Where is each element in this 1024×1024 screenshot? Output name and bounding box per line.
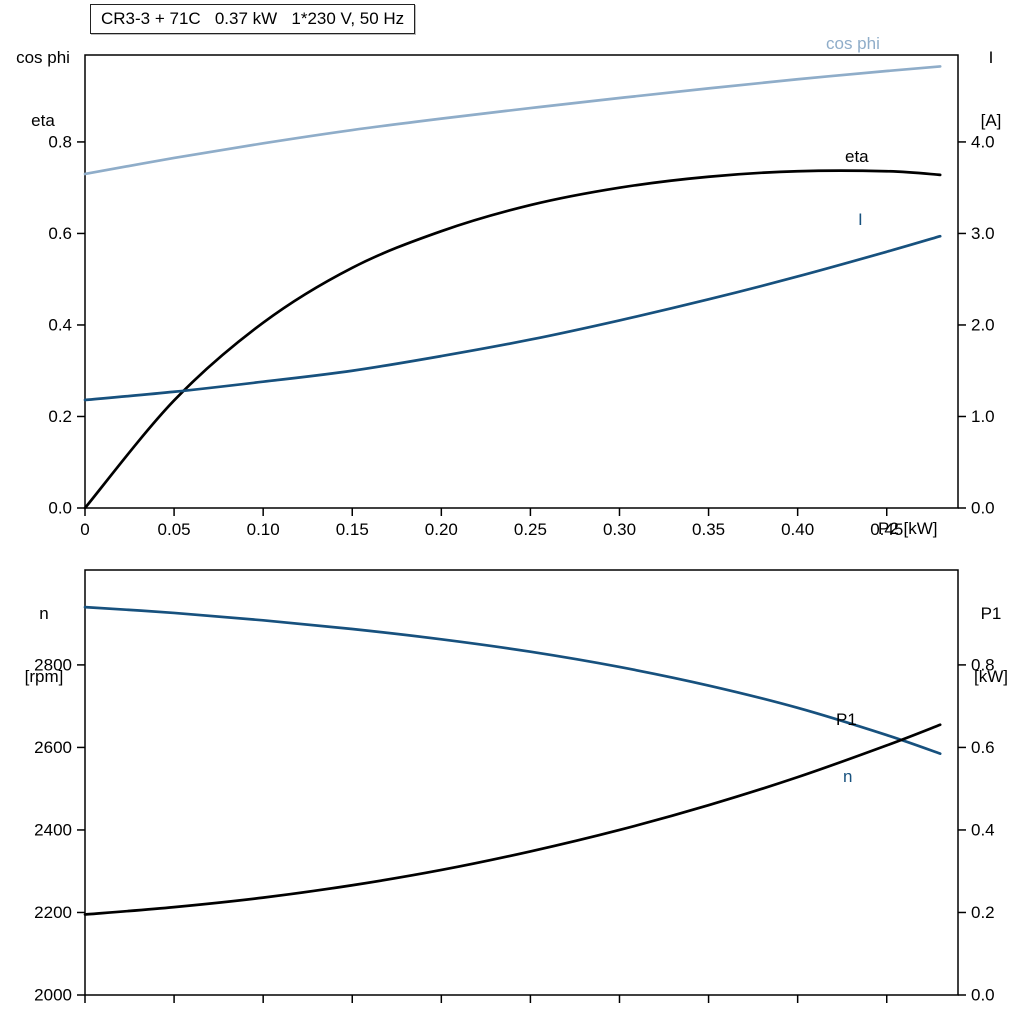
svg-text:2400: 2400 <box>34 820 72 839</box>
svg-text:4.0: 4.0 <box>971 132 995 151</box>
n-curve-label: n <box>843 767 853 786</box>
svg-text:0.0: 0.0 <box>48 499 72 518</box>
svg-text:0.2: 0.2 <box>48 407 72 426</box>
cos-phi-curve-label: cos phi <box>826 34 880 53</box>
svg-text:0.8: 0.8 <box>971 655 995 674</box>
svg-text:0.45: 0.45 <box>870 520 903 539</box>
x-axis-label: P2 [kW] <box>878 519 938 538</box>
p1-axis-unit: [kW] <box>974 667 1008 687</box>
p1-curve-label: P1 <box>836 710 857 729</box>
svg-text:0.6: 0.6 <box>48 224 72 243</box>
svg-text:2800: 2800 <box>34 655 72 674</box>
bottom-left-axis-label: n [rpm] <box>6 560 82 730</box>
svg-text:2.0: 2.0 <box>971 315 995 334</box>
current-curve-label: I <box>858 210 863 229</box>
svg-text:2000: 2000 <box>34 986 72 1005</box>
bottom-right-axis-label: P1 [kW] <box>960 560 1022 730</box>
svg-text:0.05: 0.05 <box>158 520 191 539</box>
top-left-axis-label: cos phi eta <box>4 4 82 174</box>
svg-text:0.4: 0.4 <box>971 820 995 839</box>
svg-text:0.0: 0.0 <box>971 986 995 1005</box>
svg-text:0.40: 0.40 <box>781 520 814 539</box>
eta-axis-label: eta <box>31 111 55 131</box>
svg-text:0.20: 0.20 <box>425 520 458 539</box>
chart-title-box: CR3-3 + 71C 0.37 kW 1*230 V, 50 Hz <box>90 4 416 35</box>
svg-text:0.2: 0.2 <box>971 903 995 922</box>
p1-axis-label: P1 <box>980 603 1002 623</box>
speed-axis-unit: [rpm] <box>24 667 64 687</box>
svg-text:0.6: 0.6 <box>971 738 995 757</box>
svg-text:2200: 2200 <box>34 903 72 922</box>
svg-text:0.35: 0.35 <box>692 520 725 539</box>
current-axis-unit: [A] <box>980 111 1002 131</box>
svg-text:0.0: 0.0 <box>971 499 995 518</box>
current-axis-label: I <box>988 47 994 67</box>
svg-text:1.0: 1.0 <box>971 407 995 426</box>
svg-text:0.30: 0.30 <box>603 520 636 539</box>
top-right-axis-label: I [A] <box>960 4 1022 174</box>
svg-text:2600: 2600 <box>34 738 72 757</box>
svg-text:0.15: 0.15 <box>336 520 369 539</box>
eta-curve-label: eta <box>845 147 869 166</box>
svg-text:0.25: 0.25 <box>514 520 547 539</box>
svg-text:0.8: 0.8 <box>48 132 72 151</box>
svg-text:0.4: 0.4 <box>48 315 72 334</box>
svg-text:0: 0 <box>80 520 89 539</box>
svg-text:3.0: 3.0 <box>971 224 995 243</box>
svg-text:0.10: 0.10 <box>247 520 280 539</box>
cos-phi-axis-label: cos phi <box>16 47 70 67</box>
speed-axis-label: n <box>39 603 49 623</box>
